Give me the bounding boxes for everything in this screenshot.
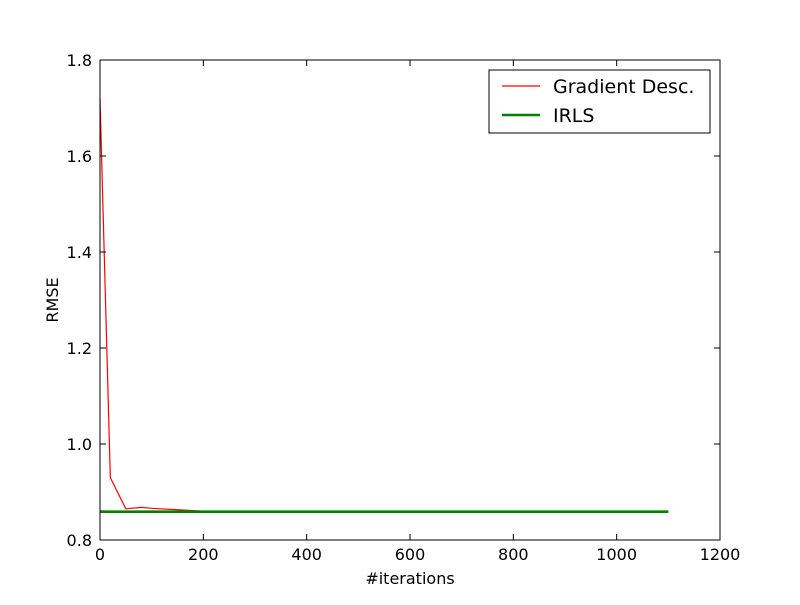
x-tick-label: 400	[291, 545, 322, 564]
x-tick-label: 0	[95, 545, 105, 564]
y-axis-title: RMSE	[43, 277, 62, 322]
legend: Gradient Desc. IRLS	[488, 69, 711, 134]
y-tick-label: 1.0	[67, 435, 92, 454]
tick-layer: 0 200 400 600 800 1000 1200 0.8 1.0 1.2 1.4 1.6 1.8	[67, 51, 741, 564]
x-axis-title: #iterations	[365, 569, 454, 588]
y-tick-label: 1.6	[67, 147, 92, 166]
x-tick-label: 600	[395, 545, 426, 564]
y-tick-label: 1.4	[67, 243, 92, 262]
series-line-gradient-desc	[99, 98, 669, 512]
legend-label-irls: IRLS	[553, 105, 594, 127]
y-tick-label: 0.8	[67, 531, 92, 550]
legend-box	[488, 69, 711, 134]
y-tick-label: 1.8	[67, 51, 92, 70]
y-tick-label: 1.2	[67, 339, 92, 358]
legend-label-gradient-desc: Gradient Desc.	[553, 76, 694, 98]
x-tick-label: 1200	[700, 545, 741, 564]
series-layer	[99, 98, 669, 513]
x-tick-label: 800	[498, 545, 529, 564]
x-tick-label: 200	[188, 545, 219, 564]
x-tick-label: 1000	[596, 545, 637, 564]
